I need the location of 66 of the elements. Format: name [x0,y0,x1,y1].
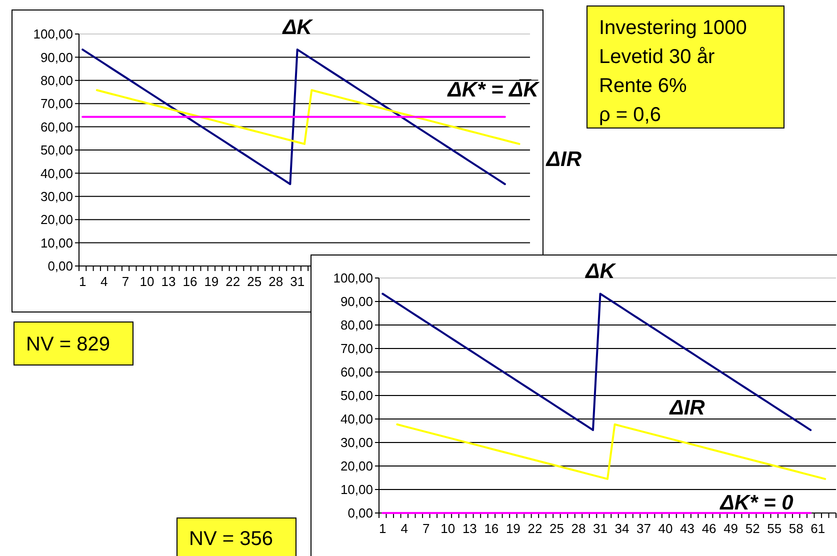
x-tick-label: 58 [788,521,804,536]
x-tick-label: 7 [422,521,430,536]
x-tick-label: 28 [268,274,284,289]
y-tick-label: 50,00 [40,142,73,158]
y-tick-label: 20,00 [340,458,373,474]
x-tick-label: 25 [549,521,564,536]
x-tick-label: 31 [593,521,608,536]
x-tick-label: 10 [440,521,456,536]
x-tick-label: 52 [745,521,760,536]
y-tick-label: 20,00 [40,212,73,228]
y-tick-label: 70,00 [40,96,73,112]
x-tick-label: 61 [810,521,826,536]
x-tick-label: 37 [636,521,652,536]
line-series [82,48,506,186]
series-label: ΔIR [668,396,706,420]
x-tick-label: 16 [484,521,499,536]
x-tick-label: 43 [680,521,695,536]
x-tick-label: 4 [400,521,408,536]
y-tick-label: 60,00 [340,364,373,380]
x-tick-label: 34 [614,521,630,536]
x-tick-label: 25 [247,274,262,289]
x-tick-label: 40 [658,521,673,536]
y-tick-label: 90,00 [340,294,373,310]
series-label: ΔIR [545,148,582,172]
y-tick-label: 80,00 [340,318,373,333]
x-tick-label: 28 [571,521,586,536]
y-tick-label: 40,00 [340,412,373,427]
x-tick-label: 7 [122,274,130,289]
series-label: ΔK [282,16,314,39]
x-tick-label: 10 [140,274,154,289]
x-tick-label: 22 [528,521,542,536]
y-tick-label: 30,00 [40,188,73,204]
x-tick-label: 13 [462,521,477,536]
x-tick-label: 1 [78,274,86,289]
x-tick-label: 13 [161,274,176,289]
y-tick-label: 0,00 [48,258,73,274]
x-tick-label: 19 [204,274,219,289]
x-tick-label: 1 [379,521,386,536]
x-tick-label: 31 [290,274,305,289]
y-tick-label: 60,00 [40,119,73,134]
x-tick-label: 55 [767,521,782,536]
series-label: ΔK* = Δ̅K̅ [446,78,540,102]
x-tick-label: 4 [100,274,108,289]
text: Investering 1000 Levetid 30 år Rente 6% ρ = 0,6 [599,17,747,126]
y-tick-label: 10,00 [40,235,73,250]
series-label: ΔK [584,260,617,283]
x-tick-label: 22 [226,274,240,289]
x-tick-label: 16 [182,274,198,289]
line-series [396,423,826,480]
y-tick-label: 30,00 [340,435,373,450]
x-tick-label: 49 [724,521,738,536]
y-tick-label: 40,00 [40,166,73,181]
series-label: ΔK* = 0 [719,491,794,514]
x-tick-label: 19 [506,521,520,536]
x-tick-label: 46 [702,521,716,536]
y-tick-label: 100,00 [333,270,373,286]
y-tick-label: 50,00 [340,388,373,404]
text: NV = 829 [26,334,110,356]
y-tick-label: 10,00 [340,482,373,498]
y-tick-label: 100,00 [33,26,73,42]
y-tick-label: 80,00 [40,72,73,88]
y-tick-label: 90,00 [40,50,73,65]
y-tick-label: 70,00 [340,341,373,356]
line-series [382,292,812,432]
y-tick-label: 0,00 [348,506,373,521]
text: NV = 356 [189,528,273,550]
